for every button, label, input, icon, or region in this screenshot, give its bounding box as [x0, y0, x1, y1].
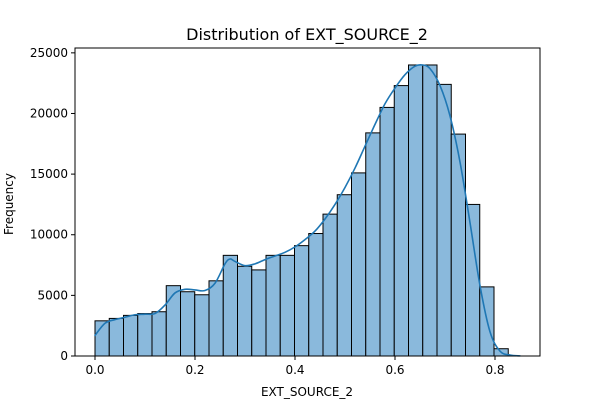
- histogram-bar-13: [279, 254, 295, 357]
- histogram-bar-10: [237, 265, 253, 357]
- histogram-bars: [94, 64, 509, 357]
- y-tick-label: 25000: [30, 46, 68, 60]
- histogram-bar-14: [294, 245, 310, 357]
- histogram-bar-25: [450, 133, 466, 357]
- histogram-bar-8: [208, 280, 224, 357]
- x-tick-label: 0.6: [385, 363, 404, 377]
- x-tick-label: 0.8: [485, 363, 504, 377]
- y-tick-label: 10000: [30, 228, 68, 242]
- y-tick-label: 5000: [37, 288, 68, 302]
- x-axis-label: EXT_SOURCE_2: [261, 385, 353, 399]
- histogram-bar-21: [393, 85, 409, 357]
- y-axis-ticks: 0 5000 10000 15000 20000 25000: [30, 46, 75, 363]
- histogram-bar-20: [379, 106, 395, 357]
- histogram-bar-5: [165, 285, 181, 357]
- histogram-bar-19: [365, 132, 381, 357]
- histogram-bar-2: [123, 314, 139, 357]
- histogram-bar-22: [408, 64, 424, 357]
- histogram-bar-24: [436, 83, 452, 357]
- x-axis-ticks: 0.0 0.2 0.4 0.6 0.8: [85, 356, 505, 377]
- histogram-bar-18: [351, 172, 367, 357]
- histogram-bar-9: [222, 254, 238, 357]
- histogram-bar-1: [108, 317, 124, 357]
- y-tick-label: 20000: [30, 106, 68, 120]
- histogram-bar-16: [322, 213, 338, 357]
- histogram-bar-15: [308, 233, 324, 357]
- histogram-bar-6: [180, 291, 196, 357]
- kde-curve: [94, 63, 521, 357]
- plot-frame: [74, 47, 541, 357]
- y-tick-label: 0: [60, 349, 68, 363]
- histogram-bar-12: [265, 254, 281, 357]
- chart-title: Distribution of EXT_SOURCE_2: [186, 25, 428, 45]
- x-tick-label: 0.2: [185, 363, 204, 377]
- histogram-bar-26: [465, 203, 481, 357]
- histogram-bar-4: [151, 311, 167, 357]
- x-tick-label: 0.0: [85, 363, 104, 377]
- histogram-bar-3: [137, 313, 153, 357]
- histogram-bar-11: [251, 269, 267, 357]
- y-tick-label: 15000: [30, 167, 68, 181]
- y-axis-label: Frequency: [2, 173, 16, 235]
- histogram-bar-23: [422, 64, 438, 357]
- histogram-bar-17: [336, 194, 352, 357]
- histogram-bar-7: [194, 294, 210, 357]
- x-tick-label: 0.4: [285, 363, 304, 377]
